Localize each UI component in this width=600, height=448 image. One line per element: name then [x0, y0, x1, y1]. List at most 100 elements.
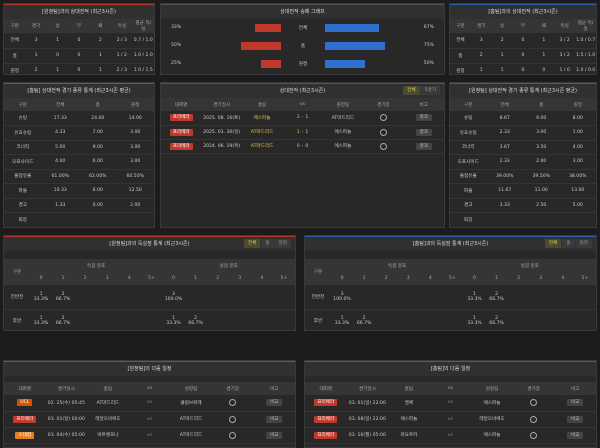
- table-cell: 3.00: [559, 154, 596, 170]
- goal-cell: [397, 285, 420, 310]
- schedule-panel: [원정팀]의 다음 일정 대회명 경기일시 홈팀 vs 원정팀 경기장 비고 UCL 02. 25…: [3, 360, 296, 448]
- table-cell: 퇴장: [450, 212, 487, 227]
- tab[interactable]: 홈: [562, 239, 575, 248]
- home-score: 0: [296, 143, 300, 149]
- compare-button[interactable]: 비교: [265, 431, 283, 439]
- table-cell: 1 / 2: [111, 48, 133, 64]
- cell: 프리메라: [4, 411, 46, 428]
- cell: [512, 411, 555, 428]
- table-row: 퇴장: [4, 212, 154, 227]
- column-header: 홈팀: [241, 98, 283, 111]
- row-label: 후반: [305, 309, 331, 330]
- goal-cell: 1 33.3%: [463, 285, 486, 310]
- column-header: 홈: [523, 98, 560, 111]
- stadium-icon: [229, 431, 237, 439]
- result-button[interactable]: 결과: [415, 128, 432, 136]
- goal-percent: 66.7%: [55, 296, 71, 302]
- table: 구분 득점 분포 실점 분포 0 1 2 3 4 5+ 0 1 2 3 4 5+ 전반전 1 33.3% 2 66.7…: [4, 259, 295, 330]
- table: 구분 전체 홈 원정 슈팅 17.33 24.00 14.00 유효슈팅 4.33 7.00 3.00…: [4, 98, 154, 227]
- compare-button[interactable]: 비교: [265, 399, 283, 407]
- league-badge: 프리메라: [13, 415, 37, 423]
- goal-cell: 1 33.3%: [30, 285, 53, 310]
- empty-cell: [41, 212, 79, 227]
- panel-title: [홈팀]의 다음 일정: [430, 366, 471, 372]
- goal-cell: 2 66.7%: [485, 309, 508, 330]
- table-row: 전체 3 2 0 1 3 / 2 1.0 / 0.7: [450, 33, 596, 49]
- column-header: 비고: [403, 98, 444, 111]
- tab[interactable]: 전체: [403, 86, 420, 95]
- goal-cell: [272, 285, 295, 310]
- goal-cell: [250, 309, 273, 330]
- vs: vs: [429, 395, 472, 412]
- table-cell: 11.00: [523, 183, 560, 199]
- goal-cell: [419, 285, 442, 310]
- goal-cell: [96, 285, 119, 310]
- sub-header: 3: [397, 272, 420, 285]
- compare-button[interactable]: 비교: [566, 415, 584, 423]
- group-header: 득점 분포: [30, 259, 163, 272]
- tab[interactable]: 전체: [243, 239, 261, 248]
- panel-title: [원정팀]과의 상대전적 (최근3시즌): [42, 9, 116, 15]
- compare-button[interactable]: 비교: [566, 431, 584, 439]
- table-cell: 1: [46, 33, 69, 49]
- table-cell: 2: [25, 63, 47, 74]
- empty-cell: [486, 212, 523, 227]
- table-cell: 1: [470, 63, 492, 74]
- table-row: 볼점유율 39.00% 39.50% 38.00%: [450, 169, 596, 184]
- table-row: UCL 02. 25(수) 05:45 AT마드리드 vs 클럽브뤼헤 비교: [4, 395, 295, 412]
- goal-percent: 66.7%: [188, 321, 203, 326]
- table-cell: 1 / 0: [554, 63, 576, 74]
- sub-header: 1: [52, 272, 75, 285]
- sub-header: 0: [463, 272, 486, 285]
- goal-cell: 2 66.7%: [184, 309, 207, 330]
- goal-cell: [529, 285, 552, 310]
- table-cell: 유효슈팅: [450, 125, 487, 141]
- table-cell: 1.0 / 2.0: [132, 48, 154, 64]
- table-cell: 60.50%: [116, 169, 154, 184]
- h2h-panel: [홈팀]과의 상대전적 (최근3시즌) 구분 경기 승 무 패 득실 평균 득/실 전체 3 2 0 1…: [449, 3, 597, 75]
- table-cell: 2.50: [523, 198, 560, 213]
- tab[interactable]: 5경기: [420, 86, 440, 95]
- table-cell: 슈팅: [4, 111, 42, 126]
- goal-cell: [573, 309, 596, 330]
- goal-percent: 100.0%: [333, 296, 351, 302]
- goal-percent: 100.0%: [164, 296, 183, 302]
- cell: 비교: [554, 395, 596, 412]
- table-cell: 39.50%: [523, 169, 560, 184]
- cell: UCL: [4, 395, 46, 412]
- header-row: 대회명 경기일시 홈팀 vs 원정팀 경기장 비고: [4, 382, 295, 395]
- stadium-icon: [229, 399, 237, 407]
- goal-cell: 1 33.3%: [162, 309, 185, 330]
- table-cell: 3.00: [116, 154, 154, 170]
- panel-title: 상대전적 승패 그래프: [280, 9, 325, 15]
- tab[interactable]: 원정: [274, 239, 291, 248]
- column-header: vs: [282, 98, 323, 111]
- panel-title: [홈팀]과의 상대전적 (최근3시즌): [488, 9, 558, 15]
- result-button[interactable]: 결과: [415, 142, 432, 150]
- tabs: 전체 5경기: [403, 86, 440, 95]
- tab[interactable]: 원정: [575, 239, 592, 248]
- table-cell: 9.00: [79, 140, 117, 155]
- table-row: 파울 11.67 11.00 13.00: [450, 183, 596, 199]
- stadium-icon: [530, 431, 538, 439]
- goal-percent: 33.3%: [33, 321, 49, 326]
- table-cell: 코너킥: [4, 140, 42, 155]
- table: 구분 전체 홈 원정 슈팅 8.67 9.00 8.00 유효슈팅 2.33 3.00 1.00 코너킥…: [450, 98, 596, 227]
- home-team: AT마드리드: [87, 395, 129, 412]
- table-cell: 2 / 3: [111, 63, 133, 74]
- goal-count: 3: [340, 291, 344, 297]
- goal-cell: 1 33.3%: [463, 309, 486, 330]
- result-button[interactable]: 결과: [415, 114, 432, 122]
- panel-header: [홈팀] 상대전적 경기 종류 통계 (최근3시즌 평균): [4, 83, 154, 98]
- goals-panel: [원정팀]과의 득실점 통계 (최근3시즌) 전체 홈 원정 구분 득점 분포 실점 분포 0…: [3, 235, 296, 331]
- compare-button[interactable]: 비교: [566, 399, 584, 407]
- table: 대회명 경기일시 홈팀 vs 원정팀 경기장 비고 프리메라 2025. 08. 16(토) 에스…: [161, 98, 444, 154]
- table-cell: 0.7 / 1.0: [132, 33, 154, 49]
- column-header: 평균 득/실: [132, 19, 154, 33]
- compare-button[interactable]: 비교: [265, 415, 283, 423]
- tab[interactable]: 홈: [261, 239, 274, 248]
- column-header: 원정: [116, 98, 154, 111]
- column-header: vs: [128, 382, 171, 395]
- tab[interactable]: 전체: [544, 239, 562, 248]
- goal-cell: 1 33.3%: [331, 309, 354, 330]
